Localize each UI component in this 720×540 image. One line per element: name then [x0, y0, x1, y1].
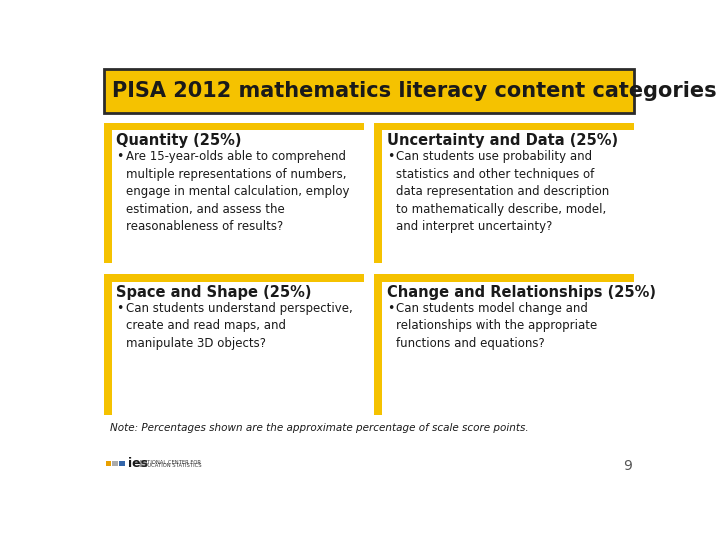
- Bar: [374, 274, 634, 282]
- Bar: [104, 123, 364, 264]
- Bar: [374, 123, 382, 264]
- Text: •: •: [387, 150, 395, 163]
- Bar: [374, 123, 634, 130]
- Bar: [374, 274, 382, 415]
- Text: Can students use probability and
statistics and other techniques of
data represe: Can students use probability and statist…: [396, 150, 609, 233]
- Text: Can students model change and
relationships with the appropriate
functions and e: Can students model change and relationsh…: [396, 302, 598, 350]
- Text: Uncertainty and Data (25%): Uncertainty and Data (25%): [387, 133, 618, 148]
- Text: •: •: [387, 302, 395, 315]
- Bar: [104, 274, 112, 415]
- Text: PISA 2012 mathematics literacy content categories: PISA 2012 mathematics literacy content c…: [112, 81, 716, 101]
- Bar: [106, 461, 111, 466]
- Text: Note: Percentages shown are the approximate percentage of scale score points.: Note: Percentages shown are the approxim…: [110, 423, 528, 433]
- Text: Quantity (25%): Quantity (25%): [117, 133, 242, 148]
- Bar: [104, 274, 364, 282]
- Bar: [104, 123, 112, 264]
- Text: Space and Shape (25%): Space and Shape (25%): [117, 285, 312, 300]
- Text: Change and Relationships (25%): Change and Relationships (25%): [387, 285, 656, 300]
- Text: NATIONAL CENTER FOR: NATIONAL CENTER FOR: [140, 460, 202, 464]
- Bar: [374, 123, 634, 264]
- Text: Are 15-year-olds able to comprehend
multiple representations of numbers,
engage : Are 15-year-olds able to comprehend mult…: [126, 150, 349, 233]
- Text: EDUCATION STATISTICS: EDUCATION STATISTICS: [140, 463, 202, 469]
- Bar: [104, 123, 364, 130]
- Text: 9: 9: [624, 459, 632, 473]
- Bar: [374, 274, 634, 415]
- Text: ies: ies: [128, 457, 148, 470]
- Bar: [104, 70, 634, 112]
- Bar: [104, 274, 364, 415]
- Bar: [120, 461, 125, 466]
- Text: •: •: [117, 150, 124, 163]
- Text: •: •: [117, 302, 124, 315]
- Bar: [112, 461, 118, 466]
- Text: Can students understand perspective,
create and read maps, and
manipulate 3D obj: Can students understand perspective, cre…: [126, 302, 352, 350]
